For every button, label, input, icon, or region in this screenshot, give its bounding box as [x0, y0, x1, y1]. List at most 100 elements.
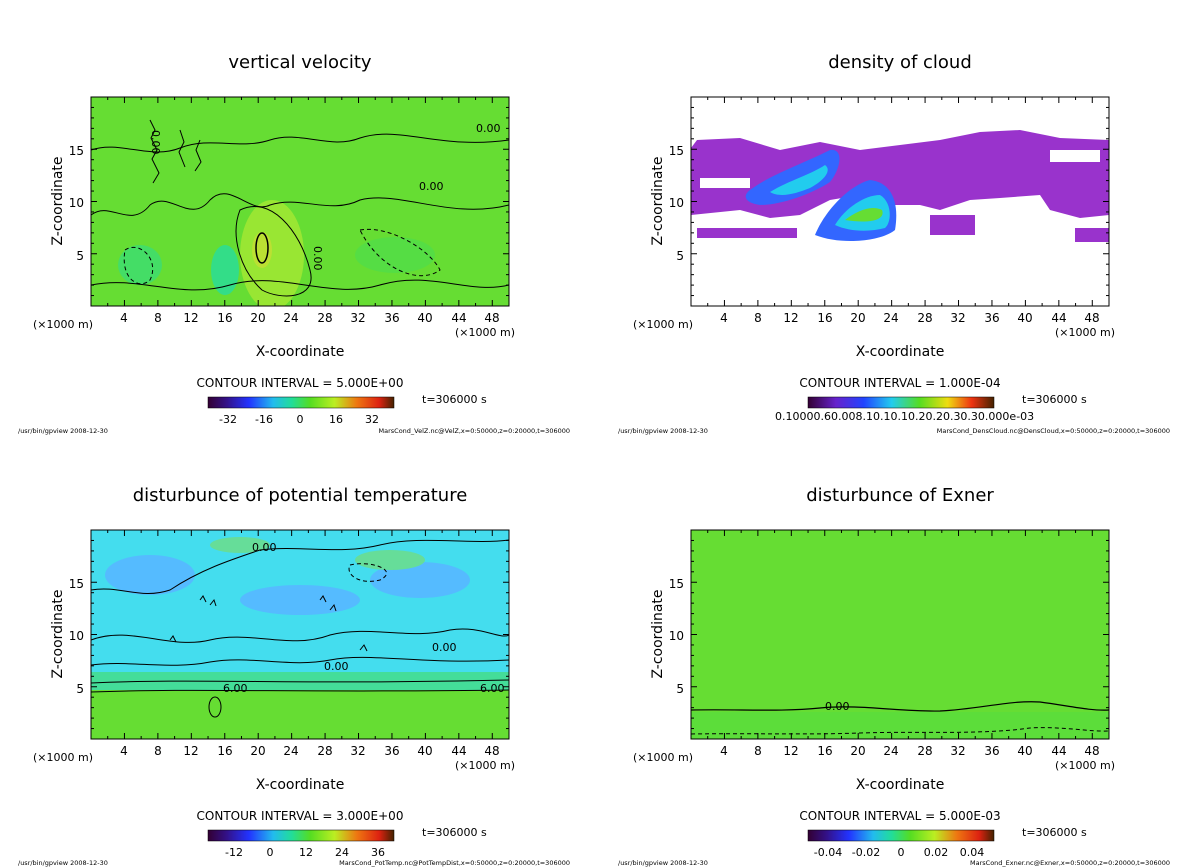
time-label: t=306000 s	[1022, 826, 1087, 839]
contour-line	[91, 679, 509, 684]
y-tick-label: 10	[669, 196, 684, 210]
downdraft-region	[118, 245, 162, 285]
x-unit-right: (×1000 m)	[455, 759, 515, 772]
x-tick-label: 28	[317, 311, 332, 325]
contour-line	[91, 539, 509, 594]
colorbar	[807, 829, 995, 842]
x-tick-label: 20	[850, 744, 865, 758]
x-tick-label: 28	[317, 744, 332, 758]
x-tick-label: 36	[984, 744, 999, 758]
panel-density-of-cloud: density of cloud 4 8 12 16 20 24 28 32 3…	[618, 52, 1170, 435]
x-tick-label: 40	[417, 744, 432, 758]
x-tick-label: 44	[451, 311, 466, 325]
field-lower-layer	[691, 712, 1109, 739]
x-tick-label: 16	[817, 744, 832, 758]
contour-interval: CONTOUR INTERVAL = 5.000E+00	[197, 376, 404, 390]
contour-label: 6.00	[480, 682, 505, 695]
contour-interval: CONTOUR INTERVAL = 5.000E-03	[799, 809, 1000, 823]
colorbar-tick-label: 0	[297, 413, 304, 426]
y-tick-label: 5	[676, 682, 684, 696]
x-tick-label: 16	[217, 744, 232, 758]
contour-interval: CONTOUR INTERVAL = 3.000E+00	[197, 809, 404, 823]
updraft-region	[240, 200, 304, 306]
contour-line-negative	[123, 246, 154, 285]
x-tick-label: 44	[451, 744, 466, 758]
contour-interval: CONTOUR INTERVAL = 1.000E-04	[799, 376, 1000, 390]
y-tick-label: 15	[69, 144, 84, 158]
y-axis-label: Z-coordinate	[650, 589, 666, 678]
x-tick-label: 36	[384, 744, 399, 758]
contour-label: 0.00	[432, 641, 457, 654]
x-tick-label: 8	[154, 311, 162, 325]
colorbar-tick-labels: 0.10000.60.008.10.10.10.20.20.30.30.000e…	[775, 410, 1034, 423]
x-tick-label: 44	[1051, 744, 1066, 758]
x-tick-label: 40	[1017, 311, 1032, 325]
field-warm-layer	[91, 690, 509, 739]
contour-label: 0.00	[825, 700, 850, 713]
warm-patch	[210, 537, 270, 553]
contour-label: 0.00	[476, 122, 501, 135]
colorbar-tick-label: 32	[365, 413, 379, 426]
y-axis-label: Z-coordinate	[650, 156, 666, 245]
footer-right: MarsCond_Exner.nc@Exner,x=0:50000,z=0:20…	[970, 859, 1170, 867]
footer-left: /usr/bin/gpview 2008-12-30	[18, 859, 108, 867]
panel-vertical-velocity: vertical velocity 0.00 0.00 0.00 0.00 4 …	[18, 52, 570, 435]
x-tick-label: 4	[720, 311, 728, 325]
x-tick-label: 40	[1017, 744, 1032, 758]
footer-right: MarsCond_PotTemp.nc@PotTempDist,x=0:5000…	[339, 859, 570, 867]
y-axis: 5 10 15	[69, 577, 84, 696]
x-tick-label: 44	[1051, 311, 1066, 325]
downdraft-region	[355, 237, 435, 273]
colorbar-ticks: -12 0 12 24 36	[225, 846, 385, 859]
y-axis: 5 10 15	[69, 144, 84, 263]
colorbar-tick-label: 0	[898, 846, 905, 859]
cool-patch	[370, 562, 470, 598]
cloud-region	[1075, 228, 1109, 242]
x-tick-label: 24	[283, 744, 298, 758]
x-tick-label: 48	[484, 311, 499, 325]
x-tick-label: 32	[350, 744, 365, 758]
cloud-region	[697, 228, 797, 238]
colorbar	[207, 396, 395, 409]
clear-region	[1050, 150, 1100, 162]
chart-title: density of cloud	[828, 52, 972, 73]
x-tick-label: 24	[883, 311, 898, 325]
footer-left: /usr/bin/gpview 2008-12-30	[618, 427, 708, 435]
colorbar-tick-label: -16	[255, 413, 273, 426]
x-unit-right: (×1000 m)	[1055, 759, 1115, 772]
time-label: t=306000 s	[422, 826, 487, 839]
x-unit-left: (×1000 m)	[633, 751, 693, 764]
x-tick-label: 20	[250, 311, 265, 325]
x-axis-label: X-coordinate	[856, 344, 945, 360]
y-tick-label: 15	[669, 144, 684, 158]
contour-label: 0.00	[324, 660, 349, 673]
chart-title: disturbunce of potential temperature	[133, 485, 468, 506]
warm-patch	[355, 550, 425, 570]
contour-line	[91, 689, 509, 693]
x-unit-left: (×1000 m)	[33, 318, 93, 331]
x-axis: 4 8 12 16 20 24 28 32 36 40 44 48	[120, 311, 499, 325]
x-tick-label: 36	[984, 311, 999, 325]
cool-patch	[240, 585, 360, 615]
colorbar-tick-label: -0.04	[814, 846, 842, 859]
x-tick-label: 4	[120, 311, 128, 325]
contour-line	[255, 232, 269, 264]
x-tick-label: 16	[817, 311, 832, 325]
panel-exner: disturbunce of Exner 0.00 4 8 12 16 20 2…	[618, 485, 1170, 867]
x-tick-label: 12	[783, 744, 798, 758]
heatmap-field: 0.00	[691, 530, 1109, 739]
heatmap-field: 0.00 0.00 0.00 0.00	[91, 97, 509, 306]
x-tick-label: 32	[950, 744, 965, 758]
cloud-core	[745, 149, 840, 205]
y-tick-label: 10	[69, 196, 84, 210]
colorbar-tick-label: 16	[329, 413, 343, 426]
x-tick-label: 20	[250, 744, 265, 758]
y-tick-label: 15	[669, 577, 684, 591]
colorbar-tick-label: 36	[371, 846, 385, 859]
x-tick-label: 12	[183, 311, 198, 325]
y-axis-label: Z-coordinate	[50, 589, 66, 678]
x-tick-label: 12	[783, 311, 798, 325]
x-tick-label: 4	[120, 744, 128, 758]
x-axis: 4 8 12 16 20 24 28 32 36 40 44 48	[720, 311, 1099, 325]
contour-label: 0.00	[149, 130, 162, 155]
